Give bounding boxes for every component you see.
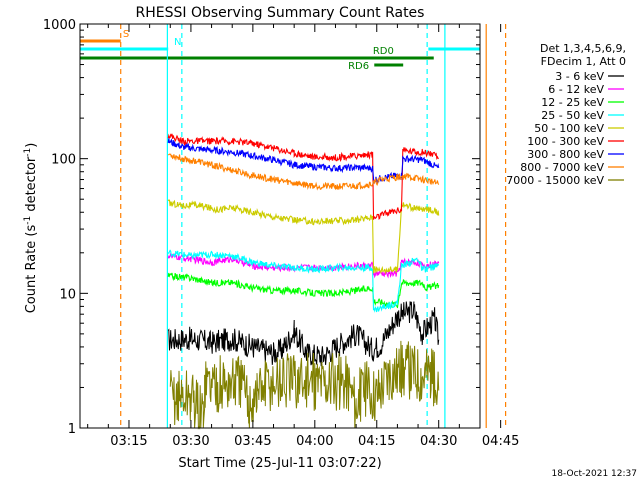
y-axis-label-mid: detector [24, 156, 39, 216]
series-line-4 [167, 199, 440, 275]
x-axis-label: Start Time (25-Jul-11 03:07:22) [178, 456, 381, 471]
legend: Det 1,3,4,5,6,9,FDecim 1, Att 0 3 - 6 keV… [506, 42, 626, 187]
series-line-0 [167, 301, 440, 367]
series-line-6 [167, 138, 440, 185]
y-tick-label-0: 1 [68, 422, 76, 437]
footer-timestamp: 18-Oct-2021 12:37 [552, 469, 637, 479]
legend-label-0: 3 - 6 keV [555, 70, 604, 83]
series-line-7 [168, 153, 440, 191]
x-tick-label-3: 04:00 [296, 434, 333, 449]
x-tick-label-4: 04:15 [358, 434, 395, 449]
bar-rd0-label: RD0 [373, 46, 394, 57]
x-tick-label-2: 03:45 [234, 434, 271, 449]
legend-label-2: 12 - 25 keV [541, 96, 604, 109]
y-axis-label-sup1: -1 [23, 216, 33, 225]
legend-label-8: 7000 - 15000 keV [506, 174, 604, 187]
series-line-8 [169, 340, 440, 430]
y-axis-label-end: ) [24, 143, 39, 148]
legend-label-5: 100 - 300 keV [527, 135, 604, 148]
series-line-3 [167, 249, 440, 313]
legend-label-1: 6 - 12 keV [548, 83, 604, 96]
axes: 1 10 100 1000 03:15 03:30 03:45 04:00 04:15 04:30… [43, 18, 519, 449]
y-axis-label-main: Count Rate (s [24, 225, 39, 314]
bar-s-label: S [123, 29, 129, 40]
chart-title: RHESSI Observing Summary Count Rates [136, 5, 425, 21]
x-tick-label-6: 04:45 [482, 434, 519, 449]
series-line-2 [167, 272, 440, 309]
y-tick-label-2: 100 [51, 153, 76, 168]
series-line-5 [167, 133, 439, 220]
bar-n-label: N [174, 37, 181, 48]
x-tick-label-0: 03:15 [110, 434, 147, 449]
legend-header-0: Det 1,3,4,5,6,9, [540, 42, 626, 55]
x-tick-label-5: 04:30 [420, 434, 457, 449]
plot-frame [79, 23, 481, 429]
observing-bars: S N RD0 RD6 [80, 29, 480, 72]
y-axis-label-sup2: -1 [23, 148, 33, 157]
legend-label-4: 50 - 100 keV [534, 122, 604, 135]
series-line-1 [167, 251, 440, 279]
legend-header-1: FDecim 1, Att 0 [541, 55, 626, 68]
x-tick-label-1: 03:30 [172, 434, 209, 449]
y-tick-label-1: 10 [59, 287, 76, 302]
legend-label-6: 300 - 800 keV [527, 148, 604, 161]
legend-label-7: 800 - 7000 keV [520, 161, 604, 174]
y-tick-label-3: 1000 [43, 18, 76, 33]
bar-rd6-label: RD6 [348, 61, 369, 72]
series-lines [167, 133, 440, 430]
y-axis-label: Count Rate (s-1 detector-1) [23, 143, 39, 314]
legend-label-3: 25 - 50 keV [541, 109, 604, 122]
